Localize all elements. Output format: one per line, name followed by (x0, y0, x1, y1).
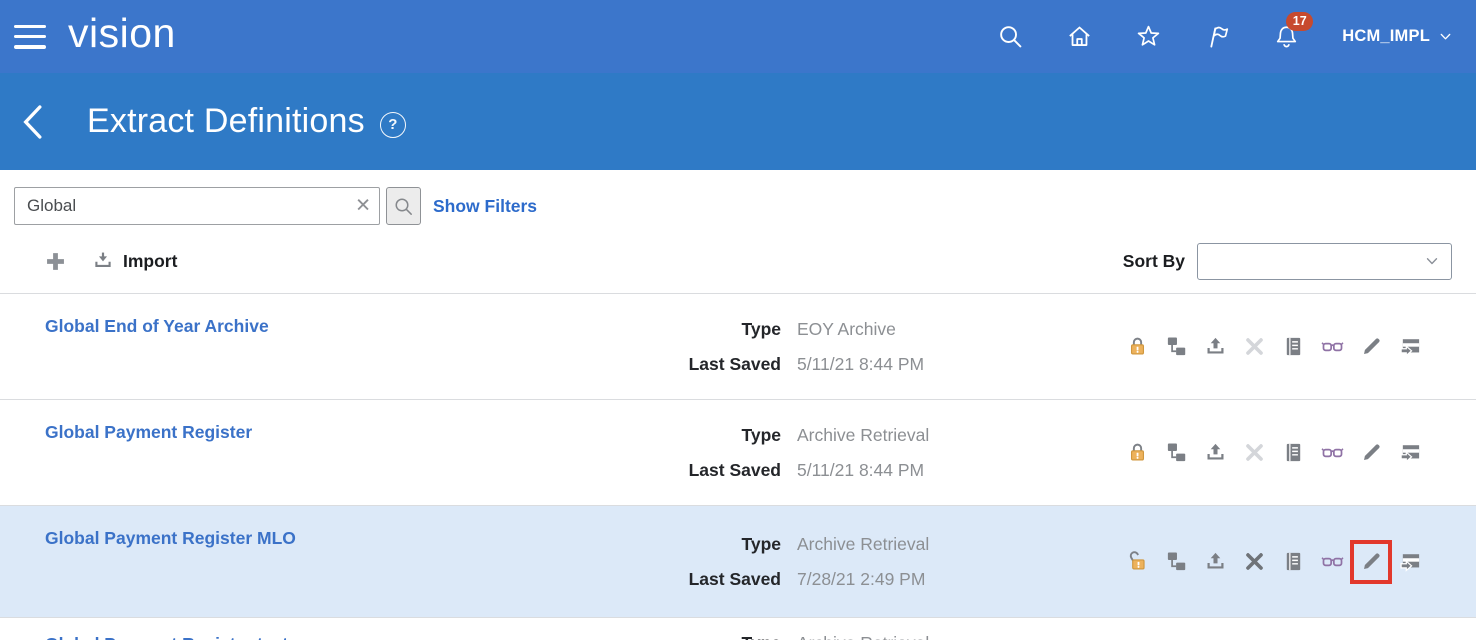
type-label: Type (741, 424, 781, 445)
extract-definition-row: Global Payment Register Type Archive Ret… (0, 400, 1476, 506)
glasses-icon[interactable] (1320, 550, 1344, 574)
hierarchy-icon[interactable] (1164, 335, 1188, 359)
brand-logo: vision (68, 10, 176, 56)
extract-definition-row-selected: Global Payment Register MLO Type Archive… (0, 506, 1476, 618)
favorites-star-icon[interactable] (1135, 23, 1162, 50)
extract-definition-link[interactable]: Global Payment Register MLO (45, 528, 296, 548)
hierarchy-icon[interactable] (1164, 550, 1188, 574)
global-actions: 17 HCM_IMPL (997, 12, 1454, 50)
hierarchy-icon[interactable] (1164, 441, 1188, 465)
chevron-down-icon (1437, 28, 1454, 45)
type-value: EOY Archive (797, 318, 896, 339)
sort-group: Sort By (1122, 242, 1452, 280)
row-actions (1125, 335, 1422, 359)
delete-icon (1242, 441, 1266, 465)
notifications-bell-icon[interactable]: 17 (1273, 12, 1314, 50)
page-title: Extract Definitions (87, 102, 365, 140)
last-saved-label: Last Saved (688, 353, 781, 374)
navigate-icon[interactable] (1398, 550, 1422, 574)
edit-pencil-icon[interactable] (1359, 335, 1383, 359)
notification-count-badge: 17 (1286, 12, 1314, 31)
document-icon[interactable] (1281, 335, 1305, 359)
main-content: ✕ Show Filters Import Sort By Global End… (0, 187, 1476, 640)
row-meta: Type Archive Retrieval Last Saved 7/28/2… (675, 533, 930, 590)
extract-definition-link[interactable]: Global Payment Register test (45, 634, 675, 640)
extract-definitions-list: Global End of Year Archive Type EOY Arch… (0, 293, 1476, 640)
type-label: Type (675, 633, 781, 640)
row-meta: Type EOY Archive Last Saved 5/11/21 8:44… (675, 318, 925, 375)
import-download-icon (92, 250, 114, 272)
edit-pencil-icon[interactable] (1350, 539, 1392, 584)
navigate-icon[interactable] (1398, 441, 1422, 465)
show-filters-link[interactable]: Show Filters (433, 195, 538, 216)
watchlist-flag-icon[interactable] (1204, 23, 1231, 50)
upload-icon[interactable] (1203, 550, 1227, 574)
search-icon[interactable] (997, 23, 1024, 50)
type-value: Archive Retrieval (797, 424, 930, 445)
hamburger-menu-icon[interactable] (14, 24, 46, 49)
search-row: ✕ Show Filters (14, 187, 1476, 225)
import-button[interactable]: Import (92, 250, 177, 272)
glasses-icon[interactable] (1320, 441, 1344, 465)
search-button[interactable] (386, 187, 421, 225)
document-icon[interactable] (1281, 550, 1305, 574)
extract-definition-row: Global End of Year Archive Type EOY Arch… (0, 294, 1476, 400)
chevron-down-icon (1423, 252, 1441, 270)
magnifier-icon (393, 196, 414, 217)
toolbar-row: Import Sort By (44, 241, 1452, 281)
last-saved-value: 5/11/21 8:44 PM (797, 353, 925, 374)
row-meta: Type Archive Retrieval Last Saved 5/11/2… (675, 424, 930, 481)
upload-icon[interactable] (1203, 441, 1227, 465)
user-account-menu[interactable]: HCM_IMPL (1342, 27, 1454, 46)
last-saved-value: 5/11/21 8:44 PM (797, 459, 925, 480)
row-actions (1125, 539, 1422, 584)
last-saved-label: Last Saved (688, 568, 781, 589)
extract-definition-row-partial: Global Payment Register test Type Archiv… (0, 618, 1476, 640)
delete-icon (1242, 335, 1266, 359)
account-label: HCM_IMPL (1342, 27, 1430, 45)
extract-definition-link[interactable]: Global Payment Register (45, 422, 253, 442)
lock-icon[interactable] (1125, 335, 1149, 359)
add-icon[interactable] (44, 250, 67, 273)
last-saved-value: 7/28/21 2:49 PM (797, 568, 926, 589)
global-header: vision 17 HCM_IMPL (0, 0, 1476, 73)
lock-icon[interactable] (1125, 441, 1149, 465)
type-label: Type (741, 533, 781, 554)
delete-icon[interactable] (1242, 550, 1266, 574)
back-button[interactable] (14, 102, 54, 142)
upload-icon[interactable] (1203, 335, 1227, 359)
sort-by-dropdown[interactable] (1197, 242, 1452, 280)
home-icon[interactable] (1066, 23, 1093, 50)
extract-definition-link[interactable]: Global End of Year Archive (45, 316, 269, 336)
navigate-icon[interactable] (1398, 335, 1422, 359)
lock-open-icon[interactable] (1125, 550, 1149, 574)
type-value: Archive Retrieval (797, 533, 930, 554)
document-icon[interactable] (1281, 441, 1305, 465)
type-value: Archive Retrieval (797, 633, 929, 640)
search-box: ✕ (14, 187, 380, 225)
row-actions (1125, 441, 1422, 465)
last-saved-label: Last Saved (688, 459, 781, 480)
type-label: Type (741, 318, 781, 339)
search-input[interactable] (14, 187, 380, 225)
page-header: Extract Definitions ? (0, 73, 1476, 170)
glasses-icon[interactable] (1320, 335, 1344, 359)
clear-search-icon[interactable]: ✕ (355, 195, 371, 217)
edit-pencil-icon[interactable] (1359, 441, 1383, 465)
help-icon[interactable]: ? (379, 111, 406, 138)
row-meta: Type Archive Retrieval (675, 633, 929, 640)
sort-by-label: Sort By (1122, 250, 1185, 271)
import-label: Import (123, 250, 178, 271)
